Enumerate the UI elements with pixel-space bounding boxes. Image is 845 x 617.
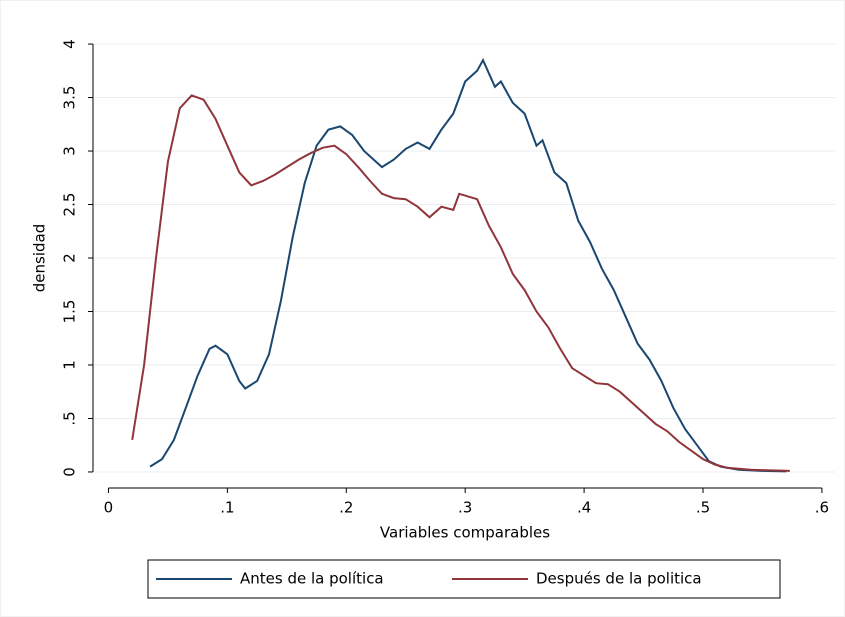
- y-tick-label: 0: [61, 467, 79, 477]
- density-line: [131, 94, 790, 472]
- x-tick-label: .4: [577, 499, 591, 517]
- y-tick-label: 1: [61, 360, 79, 370]
- x-tick-label: .2: [339, 499, 353, 517]
- x-axis-title: Variables comparables: [380, 524, 550, 542]
- x-tick-label: .5: [696, 499, 710, 517]
- y-axis-title: densidad: [31, 224, 49, 292]
- y-tick-label: 1.5: [61, 300, 79, 324]
- y-tick-label: 2.5: [61, 193, 79, 217]
- y-tick-label: 4: [61, 39, 79, 49]
- legend-label: Después de la politica: [536, 570, 702, 588]
- x-tick-label: 0: [104, 499, 114, 517]
- x-tick-label: .3: [458, 499, 472, 517]
- y-tick-label: 3: [61, 146, 79, 156]
- x-tick-label: .1: [220, 499, 234, 517]
- density-line: [149, 57, 787, 473]
- legend-label: Antes de la política: [240, 570, 384, 588]
- x-tick-label: .6: [815, 499, 829, 517]
- y-tick-label: 3.5: [61, 86, 79, 110]
- y-tick-label: 2: [61, 253, 79, 263]
- y-tick-label: .5: [61, 411, 79, 425]
